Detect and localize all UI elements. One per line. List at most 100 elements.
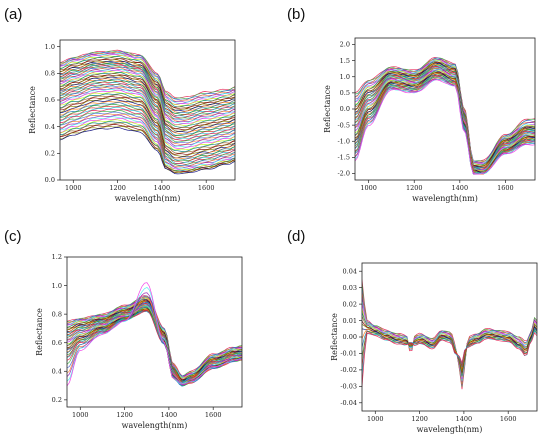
y-tick-label: 0.00 (343, 333, 357, 341)
panel-label-a: (a) (4, 6, 23, 23)
spectrum-line (60, 71, 235, 127)
y-tick-label: -2.0 (337, 170, 350, 178)
x-tick-label: 1200 (109, 184, 126, 192)
y-tick-label: 0.6 (45, 96, 55, 104)
x-tick-label: 1400 (452, 184, 469, 192)
spectrum-line (60, 91, 235, 151)
spectrum-line (362, 315, 537, 374)
spectrum-line (60, 103, 235, 162)
x-tick-label: 1400 (161, 411, 178, 419)
spectrum-line (60, 93, 235, 152)
y-tick-label: 0.0 (340, 105, 350, 113)
y-tick-label: 0.2 (52, 396, 62, 404)
plot-frame (66, 256, 243, 408)
y-tick-label: -0.04 (340, 399, 357, 407)
spectrum-line (362, 295, 537, 382)
spectrum-line (60, 105, 235, 163)
spectrum-line (60, 76, 235, 133)
spectrum-line (60, 74, 235, 131)
spectrum-line (60, 50, 235, 99)
x-tick-label: 1400 (154, 184, 171, 192)
y-tick-label: 0.8 (52, 310, 62, 318)
spectrum-line (67, 282, 242, 387)
y-tick-label: 0.2 (45, 150, 55, 158)
y-tick-label: -0.03 (340, 383, 357, 391)
spectrum-line (60, 119, 235, 171)
spectrum-line (67, 286, 242, 385)
spectrum-line (355, 70, 535, 172)
spectrum-line (362, 312, 537, 377)
spectrum-line (60, 106, 235, 164)
y-tick-label: 0.03 (343, 284, 357, 292)
spectrum-line (60, 89, 235, 148)
x-tick-label: 1200 (406, 184, 423, 192)
spectrum-line (362, 291, 537, 385)
spectrum-line (60, 96, 235, 155)
x-tick-label: 1000 (65, 184, 82, 192)
x-axis-label: wavelength(nm) (417, 425, 483, 434)
x-tick-label: 1600 (205, 411, 222, 419)
spectrum-line (60, 102, 235, 161)
spectrum-line (355, 61, 535, 167)
spectrum-line (60, 83, 235, 141)
y-axis-label: Reflectance (330, 313, 339, 361)
spectrum-line (60, 53, 235, 105)
y-tick-label: 1.0 (52, 282, 62, 290)
x-tick-label: 1600 (497, 184, 514, 192)
y-tick-label: 0.5 (340, 89, 350, 97)
spectrum-line (355, 66, 535, 171)
y-axis-label: Reflectance (323, 85, 332, 133)
spectrum-line (60, 57, 235, 108)
spectrum-line (355, 78, 535, 175)
x-axis-label: wavelength(nm) (412, 194, 478, 203)
y-tick-label: 0.4 (52, 367, 62, 375)
y-tick-label: 0.6 (52, 339, 62, 347)
spectrum-line (60, 85, 235, 144)
y-tick-label: 0.0 (45, 176, 55, 184)
y-tick-label: 0.4 (45, 123, 55, 131)
spectrum-line (60, 56, 235, 108)
spectrum-line (60, 124, 235, 173)
spectrum-line (362, 331, 537, 387)
spectrum-line (355, 59, 535, 164)
spectrum-line (355, 79, 535, 175)
y-tick-label: 0.02 (343, 300, 357, 308)
spectrum-line (362, 324, 537, 372)
x-tick-label: 1600 (198, 184, 215, 192)
y-tick-label: -0.5 (337, 121, 350, 129)
spectrum-line (362, 320, 537, 373)
y-tick-label: 0.01 (343, 317, 357, 325)
spectrum-line (355, 76, 535, 174)
spectrum-line (355, 74, 535, 175)
spectrum-line (355, 74, 535, 175)
spectrum-line (355, 70, 535, 173)
x-axis-label: wavelength(nm) (122, 421, 188, 430)
panel-label-b: (b) (287, 6, 306, 23)
y-tick-label: 1.0 (45, 43, 55, 51)
spectrum-line (355, 66, 535, 171)
x-tick-label: 1000 (360, 184, 377, 192)
y-tick-label: 1.0 (340, 73, 350, 81)
x-tick-label: 1200 (411, 415, 428, 423)
panel-label-d: (d) (287, 228, 306, 245)
spectrum-line (362, 330, 537, 377)
spectrum-line (60, 99, 235, 159)
x-tick-label: 1000 (367, 415, 384, 423)
y-tick-label: 0.8 (45, 70, 55, 78)
x-axis-label: wavelength(nm) (115, 194, 181, 203)
y-axis-label: Reflectance (35, 308, 44, 356)
x-tick-label: 1200 (116, 411, 133, 419)
plot-frame (59, 39, 236, 181)
spectrum-line (60, 116, 235, 170)
x-tick-label: 1600 (500, 415, 517, 423)
spectrum-line (60, 127, 235, 175)
x-tick-label: 1400 (456, 415, 473, 423)
x-tick-label: 1000 (72, 411, 89, 419)
spectrum-line (67, 302, 242, 383)
y-tick-label: 2.0 (340, 41, 350, 49)
y-tick-label: -1.0 (337, 137, 350, 145)
y-tick-label: 1.5 (340, 57, 350, 65)
y-tick-label: 1.2 (52, 253, 62, 261)
y-axis-label: Reflectance (28, 86, 37, 134)
